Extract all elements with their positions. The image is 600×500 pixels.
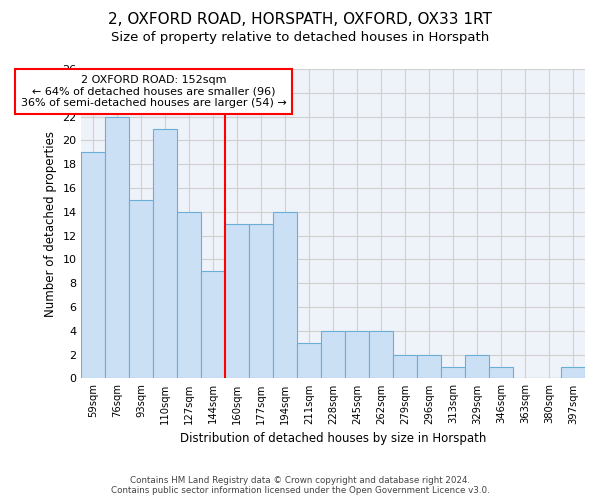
Text: 2 OXFORD ROAD: 152sqm
← 64% of detached houses are smaller (96)
36% of semi-deta: 2 OXFORD ROAD: 152sqm ← 64% of detached … [20, 75, 286, 108]
Y-axis label: Number of detached properties: Number of detached properties [44, 130, 57, 316]
Bar [441, 366, 465, 378]
Bar [202, 272, 226, 378]
Bar [273, 212, 297, 378]
Bar [489, 366, 513, 378]
Text: 2, OXFORD ROAD, HORSPATH, OXFORD, OX33 1RT: 2, OXFORD ROAD, HORSPATH, OXFORD, OX33 1… [108, 12, 492, 28]
Text: Contains HM Land Registry data © Crown copyright and database right 2024.
Contai: Contains HM Land Registry data © Crown c… [110, 476, 490, 495]
Bar [82, 152, 106, 378]
Bar [154, 128, 178, 378]
Bar [393, 354, 417, 378]
Bar [321, 331, 345, 378]
Bar [417, 354, 441, 378]
Bar [465, 354, 489, 378]
Bar [130, 200, 154, 378]
Text: Size of property relative to detached houses in Horspath: Size of property relative to detached ho… [111, 31, 489, 44]
Bar [297, 342, 321, 378]
Bar [249, 224, 273, 378]
Bar [369, 331, 393, 378]
Bar [106, 116, 130, 378]
Bar [345, 331, 369, 378]
Bar [561, 366, 585, 378]
Bar [178, 212, 202, 378]
X-axis label: Distribution of detached houses by size in Horspath: Distribution of detached houses by size … [180, 432, 487, 445]
Bar [226, 224, 249, 378]
